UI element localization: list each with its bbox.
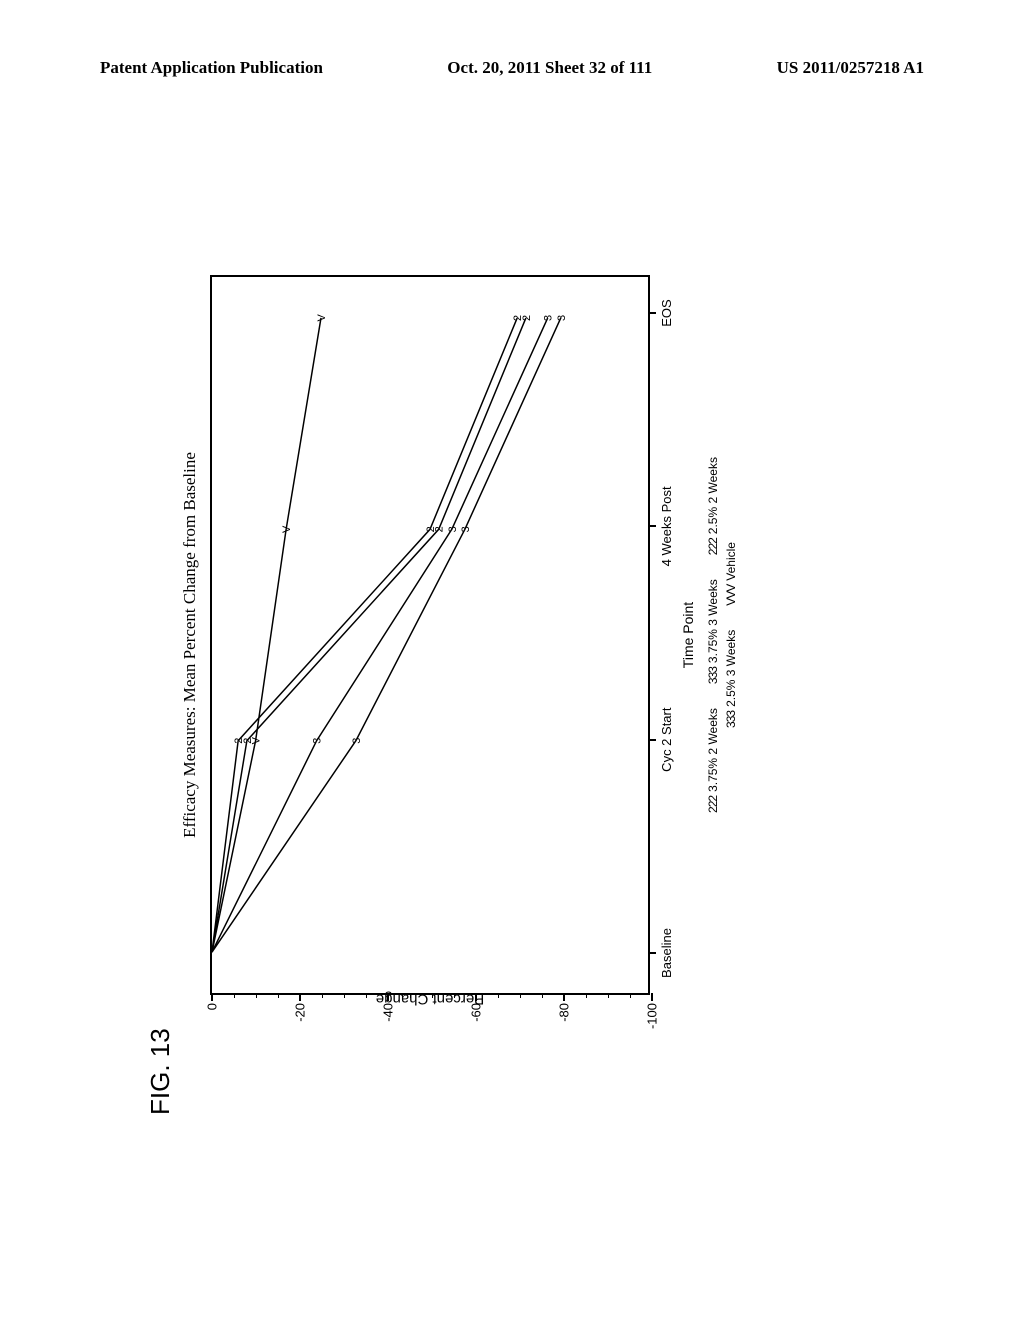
series-line: [212, 318, 561, 952]
x-tick-label: EOS: [659, 299, 674, 326]
legend-marker: 333: [704, 667, 722, 684]
y-tick-minor: [454, 993, 455, 998]
x-axis-label: Time Point: [680, 602, 696, 668]
page-header: Patent Application Publication Oct. 20, …: [0, 58, 1024, 78]
y-tick: [651, 993, 653, 1001]
legend-marker: 222: [704, 538, 722, 555]
y-tick-label: -80: [557, 1003, 572, 1031]
y-tick: [475, 993, 477, 1001]
legend-label: 3.75% 3 Weeks: [704, 579, 722, 663]
y-tick-minor: [542, 993, 543, 998]
y-tick-minor: [278, 993, 279, 998]
x-tick: [648, 952, 656, 954]
y-tick-minor: [608, 993, 609, 998]
y-tick-minor: [586, 993, 587, 998]
series-marker: V: [251, 736, 263, 744]
legend-row: 222 3.75% 2 Weeks 333 3.75% 3 Weeks 222 2.5% …: [704, 457, 722, 813]
legend-item: VVV Vehicle: [722, 542, 740, 606]
x-tick-label: Baseline: [659, 928, 674, 978]
chart-title: Efficacy Measures: Mean Percent Change f…: [180, 215, 200, 1075]
y-tick-minor: [520, 993, 521, 998]
y-tick: [387, 993, 389, 1001]
legend-row: 333 2.5% 3 Weeks VVV Vehicle: [722, 457, 740, 813]
figure-label: FIG. 13: [145, 1028, 176, 1115]
x-tick: [648, 739, 656, 741]
series-marker: 2: [434, 526, 446, 532]
y-tick-minor: [234, 993, 235, 998]
y-tick-minor: [344, 993, 345, 998]
y-tick-minor: [410, 993, 411, 998]
series-marker: 3: [543, 315, 555, 321]
y-tick: [563, 993, 565, 1001]
y-tick-label: -20: [293, 1003, 308, 1031]
legend-label: 2.5% 3 Weeks: [722, 630, 740, 707]
legend-label: Vehicle: [722, 542, 740, 581]
y-tick-label: -100: [645, 1003, 660, 1031]
y-tick-label: -60: [469, 1003, 484, 1031]
series-marker: 3: [460, 526, 472, 532]
legend-marker: VVV: [722, 585, 740, 606]
y-tick-label: -40: [381, 1003, 396, 1031]
x-tick: [648, 312, 656, 314]
y-tick-minor: [366, 993, 367, 998]
y-tick-label: 0: [205, 1003, 220, 1031]
y-tick: [211, 993, 213, 1001]
y-tick-minor: [630, 993, 631, 998]
legend-marker: 333: [722, 711, 740, 728]
header-left: Patent Application Publication: [100, 58, 323, 78]
x-tick-label: 4 Weeks Post: [659, 486, 674, 566]
series-marker: V: [316, 314, 328, 322]
series-marker: 3: [447, 526, 459, 532]
y-tick-minor: [256, 993, 257, 998]
series-line: [212, 318, 517, 952]
x-tick-label: Cyc 2 Start: [659, 708, 674, 772]
series-marker: 3: [351, 738, 363, 744]
y-tick-minor: [322, 993, 323, 998]
series-marker: 3: [312, 738, 324, 744]
series-marker: 3: [556, 315, 568, 321]
plot-area: Percent Change Time Point 222333222333VV…: [210, 275, 650, 995]
legend-label: 2.5% 2 Weeks: [704, 457, 722, 534]
y-tick: [299, 993, 301, 1001]
legend-item: 333 3.75% 3 Weeks: [704, 579, 722, 684]
legend-item: 222 3.75% 2 Weeks: [704, 708, 722, 813]
legend: 2223.75% 2 Weeks3333.75% 3 Weeks2222.5% …: [704, 457, 740, 813]
chart-lines: 222333222333VVV: [212, 277, 648, 993]
header-center: Oct. 20, 2011 Sheet 32 of 111: [447, 58, 652, 78]
header-right: US 2011/0257218 A1: [777, 58, 924, 78]
y-tick-minor: [498, 993, 499, 998]
legend-item: 333 2.5% 3 Weeks: [722, 630, 740, 728]
x-tick: [648, 525, 656, 527]
series-line: [212, 318, 548, 952]
legend-label: 3.75% 2 Weeks: [704, 708, 722, 792]
series-marker: 2: [521, 315, 533, 321]
series-marker: V: [281, 525, 293, 533]
legend-item: 222 2.5% 2 Weeks: [704, 457, 722, 555]
chart-container: Efficacy Measures: Mean Percent Change f…: [50, 345, 910, 945]
y-tick-minor: [432, 993, 433, 998]
legend-marker: 222: [704, 796, 722, 813]
